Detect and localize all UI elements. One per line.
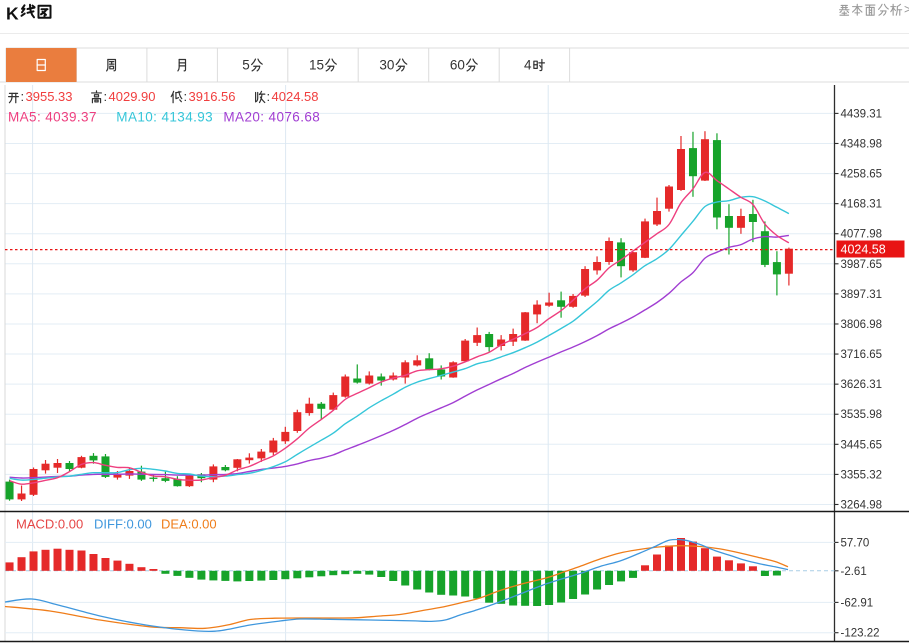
svg-text:3626.31: 3626.31	[841, 379, 883, 391]
svg-text:4258.65: 4258.65	[841, 169, 883, 181]
svg-text:3806.98: 3806.98	[841, 319, 883, 331]
svg-text:57.70: 57.70	[841, 537, 870, 549]
svg-text:3987.65: 3987.65	[841, 259, 883, 271]
svg-text:15: 15	[309, 58, 324, 73]
svg-text:4077.98: 4077.98	[841, 229, 883, 241]
svg-text:3264.98: 3264.98	[841, 500, 883, 512]
svg-text:-2.61: -2.61	[841, 566, 867, 578]
svg-text:3716.65: 3716.65	[841, 349, 883, 361]
svg-text:4: 4	[524, 58, 532, 73]
svg-text:4024.58: 4024.58	[841, 243, 886, 257]
svg-text:3355.32: 3355.32	[841, 469, 883, 481]
svg-text::: :	[184, 89, 188, 104]
svg-text:K: K	[6, 4, 19, 24]
svg-text:MA20: 4076.68: MA20: 4076.68	[223, 110, 320, 125]
svg-text:3897.31: 3897.31	[841, 289, 883, 301]
svg-text:3916.56: 3916.56	[189, 89, 236, 104]
svg-text:60: 60	[450, 58, 465, 73]
svg-text:>: >	[904, 3, 909, 17]
svg-text:DEA:0.00: DEA:0.00	[161, 517, 217, 532]
svg-text:5: 5	[242, 58, 250, 73]
svg-text:-62.91: -62.91	[841, 597, 874, 609]
svg-text::: :	[104, 89, 108, 104]
svg-text:4024.58: 4024.58	[272, 89, 319, 104]
svg-text:4348.98: 4348.98	[841, 139, 883, 151]
svg-text:MA5: 4039.37: MA5: 4039.37	[8, 110, 97, 125]
svg-text:3955.33: 3955.33	[26, 89, 73, 104]
svg-text:3445.65: 3445.65	[841, 439, 883, 451]
svg-text::: :	[267, 89, 271, 104]
svg-text:MACD:0.00: MACD:0.00	[16, 517, 83, 532]
svg-text:4168.31: 4168.31	[841, 199, 883, 211]
svg-text:30: 30	[379, 58, 394, 73]
svg-text:4439.31: 4439.31	[841, 108, 883, 120]
svg-text:-123.22: -123.22	[841, 628, 880, 640]
svg-text:DIFF:0.00: DIFF:0.00	[94, 517, 152, 532]
svg-text:MA10: 4134.93: MA10: 4134.93	[116, 110, 213, 125]
svg-text:4029.90: 4029.90	[109, 89, 156, 104]
svg-text::: :	[21, 89, 25, 104]
svg-text:3535.98: 3535.98	[841, 409, 883, 421]
